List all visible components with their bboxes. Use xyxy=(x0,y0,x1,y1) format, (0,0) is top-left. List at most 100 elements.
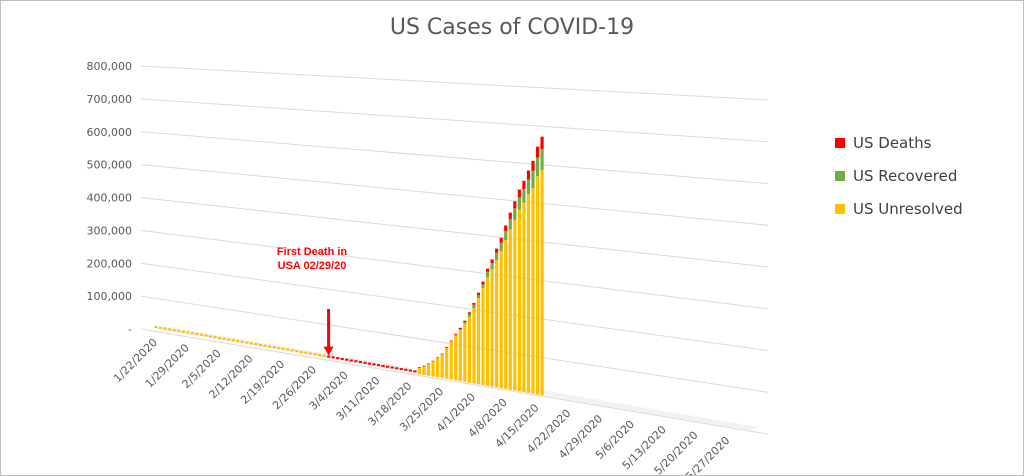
y-tick-label: 200,000 xyxy=(87,257,133,270)
bar-early xyxy=(390,366,394,369)
gridline xyxy=(140,131,769,185)
bar-segment-recovered xyxy=(440,354,444,355)
bar-early xyxy=(363,361,367,364)
bar-early xyxy=(254,343,258,346)
bar-early xyxy=(372,363,376,366)
y-tick-label: 800,000 xyxy=(87,60,133,73)
bar-segment-unresolved xyxy=(417,367,422,375)
bar-segment-deaths xyxy=(522,180,526,190)
bar-early xyxy=(186,331,190,334)
bar-early xyxy=(272,346,276,349)
bar-early xyxy=(299,350,303,353)
bar-early xyxy=(322,354,326,357)
legend-entry-deaths: US Deaths xyxy=(835,126,963,159)
bar-early xyxy=(158,326,163,329)
bar-segment-recovered xyxy=(463,321,467,324)
bar-early xyxy=(358,361,362,364)
bar-segment-recovered xyxy=(526,179,531,194)
bar-segment-unresolved xyxy=(436,357,440,378)
bar-early xyxy=(336,357,340,360)
bar-early xyxy=(208,335,213,338)
legend-swatch-unresolved xyxy=(835,203,845,214)
bar-segment-unresolved xyxy=(508,229,512,390)
bar-early xyxy=(199,333,204,336)
bar-early xyxy=(408,369,412,372)
bar-early xyxy=(326,355,331,358)
bar-early xyxy=(236,340,240,343)
legend-entry-recovered: US Recovered xyxy=(835,159,963,192)
bar-early xyxy=(240,340,244,343)
bar-early xyxy=(277,347,281,350)
bar-segment-recovered xyxy=(467,313,471,317)
y-tick-label: 700,000 xyxy=(87,93,133,106)
bar-early xyxy=(195,333,199,336)
bar-early xyxy=(331,356,335,359)
bar-segment-deaths xyxy=(467,312,471,314)
bar-segment-deaths xyxy=(472,302,476,305)
annotation-arrow-head xyxy=(323,346,334,356)
bar-segment-recovered xyxy=(472,304,476,309)
bar-segment-deaths xyxy=(485,268,490,272)
bar-early xyxy=(267,345,272,348)
bar-early xyxy=(386,365,390,368)
bar-segment-unresolved xyxy=(504,240,508,389)
bar-segment-recovered xyxy=(499,242,503,251)
y-tick-label: 300,000 xyxy=(87,224,133,237)
gridline xyxy=(140,65,769,101)
bar-early xyxy=(222,337,226,340)
bar-early xyxy=(381,364,385,367)
bar-early xyxy=(258,343,263,346)
bar-early xyxy=(281,347,285,350)
bar-early xyxy=(231,339,235,342)
bar-segment-recovered xyxy=(449,341,453,342)
bar-early xyxy=(413,370,417,373)
bar-segment-recovered xyxy=(508,218,512,230)
bar-segment-deaths xyxy=(531,160,535,171)
bar-early xyxy=(163,327,167,330)
bar-segment-unresolved xyxy=(522,202,526,393)
bar-early xyxy=(367,362,372,365)
bar-segment-deaths xyxy=(504,225,508,232)
bar-segment-deaths xyxy=(463,320,467,322)
bar-segment-recovered xyxy=(504,231,508,241)
bar-early xyxy=(376,364,381,367)
bar-segment-recovered xyxy=(445,347,449,349)
bar-segment-unresolved xyxy=(517,209,521,392)
bar-segment-unresolved xyxy=(513,219,517,391)
bar-segment-unresolved xyxy=(481,287,485,386)
bar-early xyxy=(395,367,399,370)
bar-segment-unresolved xyxy=(485,277,490,386)
bar-segment-recovered xyxy=(531,170,535,189)
bar-segment-recovered xyxy=(490,263,494,270)
bar-early xyxy=(172,329,176,332)
bar-segment-deaths xyxy=(476,292,481,295)
bar-early xyxy=(190,332,194,335)
legend-swatch-recovered xyxy=(835,170,845,181)
bar-segment-deaths xyxy=(508,212,512,219)
bar-segment-recovered xyxy=(476,294,481,299)
bar-segment-deaths xyxy=(499,237,503,243)
bar-segment-recovered xyxy=(535,157,540,177)
gridline xyxy=(140,197,769,268)
chart-legend: US Deaths US Recovered US Unresolved xyxy=(835,126,963,225)
bar-segment-deaths xyxy=(490,259,494,264)
y-tick-label: 400,000 xyxy=(87,192,133,205)
bar-segment-deaths xyxy=(426,363,431,364)
bar-segment-deaths xyxy=(417,367,422,368)
first-death-annotation: First Death in USA 02/29/20 xyxy=(276,246,348,272)
bar-segment-recovered xyxy=(454,334,458,336)
legend-swatch-deaths xyxy=(835,137,845,148)
legend-label-recovered: US Recovered xyxy=(853,166,958,185)
bar-segment-deaths xyxy=(422,365,426,367)
bar-segment-deaths xyxy=(495,248,499,253)
chart-title: US Cases of COVID-19 xyxy=(389,15,635,40)
bar-segment-recovered xyxy=(513,208,517,220)
bar-segment-unresolved xyxy=(426,363,431,376)
gridline xyxy=(140,229,769,310)
bar-early xyxy=(304,351,308,354)
bar-early xyxy=(404,368,408,371)
bar-segment-recovered xyxy=(485,271,490,278)
bar-early xyxy=(263,344,267,347)
bar-early xyxy=(177,329,181,332)
